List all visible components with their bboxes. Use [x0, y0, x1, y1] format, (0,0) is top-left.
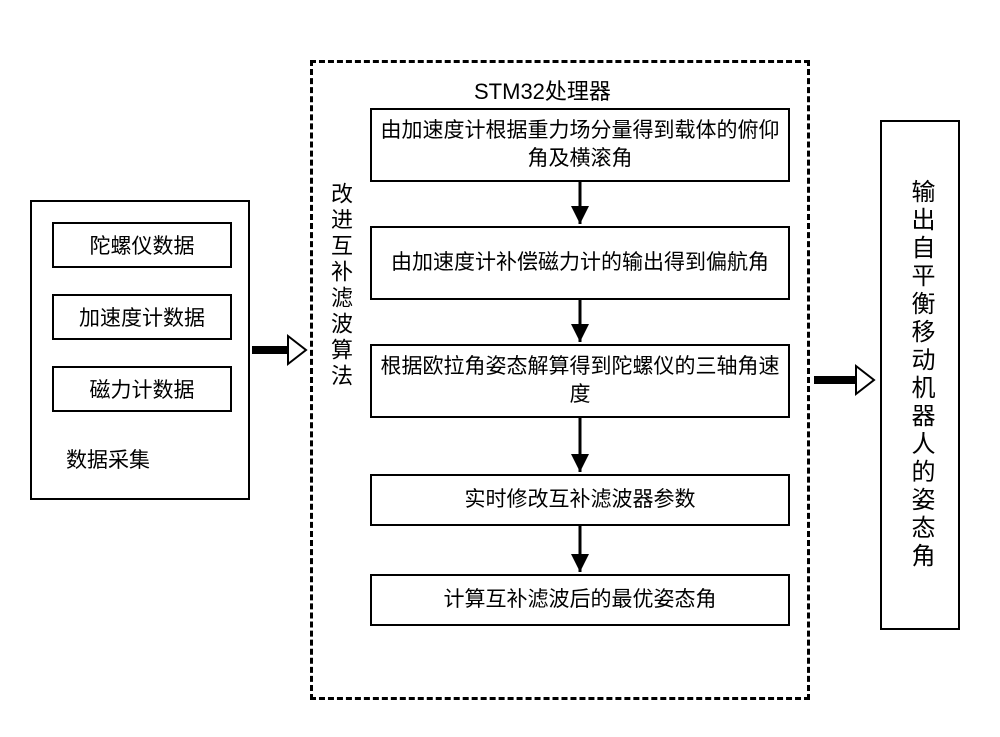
sensor-label: 加速度计数据 [79, 302, 205, 332]
input-data-block: 陀螺仪数据 加速度计数据 磁力计数据 数据采集 [30, 200, 250, 500]
step-text: 由加速度计根据重力场分量得到载体的俯仰角及横滚角 [378, 117, 782, 174]
step-box-1: 由加速度计根据重力场分量得到载体的俯仰角及横滚角 [370, 108, 790, 182]
step-box-5: 计算互补滤波后的最优姿态角 [370, 574, 790, 626]
step-text: 计算互补滤波后的最优姿态角 [444, 586, 717, 614]
step-box-2: 由加速度计补偿磁力计的输出得到偏航角 [370, 226, 790, 300]
processor-title: STM32处理器 [470, 72, 615, 108]
input-caption: 数据采集 [62, 442, 154, 476]
sensor-label: 磁力计数据 [90, 374, 195, 404]
step-text: 根据欧拉角姿态解算得到陀螺仪的三轴角速度 [378, 353, 782, 410]
step-text: 实时修改互补滤波器参数 [465, 486, 696, 514]
sensor-box-gyro: 陀螺仪数据 [52, 222, 232, 268]
algorithm-label: 改进互补滤波算法 [320, 180, 360, 392]
step-box-4: 实时修改互补滤波器参数 [370, 474, 790, 526]
sensor-box-mag: 磁力计数据 [52, 366, 232, 412]
step-text: 由加速度计补偿磁力计的输出得到偏航角 [391, 249, 769, 277]
sensor-box-accel: 加速度计数据 [52, 294, 232, 340]
step-box-3: 根据欧拉角姿态解算得到陀螺仪的三轴角速度 [370, 344, 790, 418]
sensor-label: 陀螺仪数据 [90, 230, 195, 260]
output-label: 输出自平衡移动机器人的姿态角 [908, 179, 932, 571]
output-block: 输出自平衡移动机器人的姿态角 [880, 120, 960, 630]
